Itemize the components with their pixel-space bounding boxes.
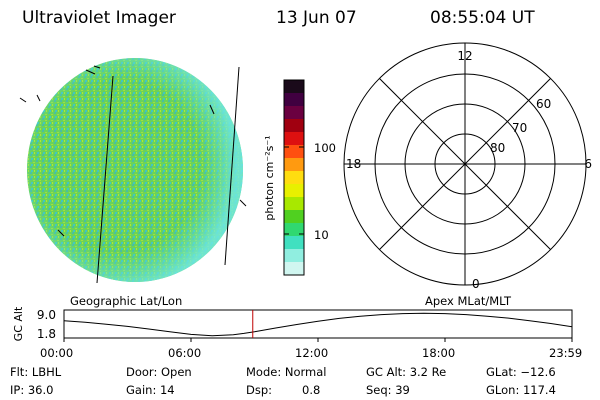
colorbar-swatch xyxy=(284,80,304,94)
colorbar-swatch xyxy=(284,262,304,276)
meridian-line-right xyxy=(224,66,240,266)
meridian-line-left xyxy=(96,75,114,284)
colorbar-swatch xyxy=(284,197,304,211)
colorbar: photon cm⁻²s⁻¹ xyxy=(263,79,305,276)
gain-info: Gain: 14 xyxy=(126,383,175,397)
door-info: Door: Open xyxy=(126,365,192,379)
colorbar-swatch xyxy=(284,119,304,133)
lat-label-60: 60 xyxy=(536,97,551,111)
x-tick-1800: 18:00 xyxy=(422,346,456,360)
ip-info: IP: 36.0 xyxy=(10,383,54,397)
polar-plot: 12 18 6 0 60 70 80 xyxy=(343,42,592,291)
filter-info: Flt: LBHL xyxy=(10,365,62,379)
dsp-label: Dsp: xyxy=(246,383,273,397)
altitude-chart: GC Alt 9.0 1.8 xyxy=(12,306,573,342)
time-label: 08:55:04 UT xyxy=(430,8,535,28)
colorbar-swatch xyxy=(284,223,304,237)
colorbar-swatches xyxy=(284,80,304,276)
date-label: 13 Jun 07 xyxy=(276,8,357,28)
colorbar-swatch xyxy=(284,132,304,146)
x-tick-1200: 12:00 xyxy=(295,346,329,360)
seq-info: Seq: 39 xyxy=(366,383,410,397)
mlt-label-0: 0 xyxy=(472,277,480,291)
y-axis-label: GC Alt xyxy=(12,306,25,341)
colorbar-swatch xyxy=(284,93,304,107)
chart-frame xyxy=(63,309,573,339)
x-tick-2359: 23:59 xyxy=(549,346,583,360)
lat-label-70: 70 xyxy=(512,121,527,135)
dsp-value: 0.8 xyxy=(302,383,321,397)
colorbar-swatch xyxy=(284,158,304,172)
x-tick-0600: 06:00 xyxy=(168,346,202,360)
gc-alt-info: GC Alt: 3.2 Re xyxy=(366,365,447,379)
x-ticks xyxy=(63,338,573,342)
colorbar-swatch xyxy=(284,249,304,263)
geographic-label: Geographic Lat/Lon xyxy=(70,294,183,308)
colorbar-swatch xyxy=(284,171,304,185)
y-tick-9: 9.0 xyxy=(37,308,56,322)
colorbar-swatch xyxy=(284,145,304,159)
mlt-label-18: 18 xyxy=(346,157,361,171)
mlt-label-6: 6 xyxy=(584,157,592,171)
geographic-image xyxy=(19,58,247,284)
glat-info: GLat: −12.6 xyxy=(486,365,556,379)
colorbar-tick-100: 100 xyxy=(314,141,336,155)
mlt-label-12: 12 xyxy=(457,49,472,63)
x-tick-0000: 00:00 xyxy=(40,346,74,360)
colorbar-swatch xyxy=(284,210,304,224)
polar-label: Apex MLat/MLT xyxy=(425,294,512,308)
series-line-altitude xyxy=(63,312,573,337)
y-tick-1-8: 1.8 xyxy=(37,327,56,341)
mode-info: Mode: Normal xyxy=(246,365,327,379)
lat-label-80: 80 xyxy=(490,141,505,155)
instrument-title: Ultraviolet Imager xyxy=(22,8,176,28)
colorbar-swatch xyxy=(284,236,304,250)
colorbar-swatch xyxy=(284,106,304,120)
colorbar-swatch xyxy=(284,184,304,198)
colorbar-unit-label: photon cm⁻²s⁻¹ xyxy=(263,135,276,220)
colorbar-tick-10: 10 xyxy=(314,228,329,242)
glon-info: GLon: 117.4 xyxy=(486,383,556,397)
